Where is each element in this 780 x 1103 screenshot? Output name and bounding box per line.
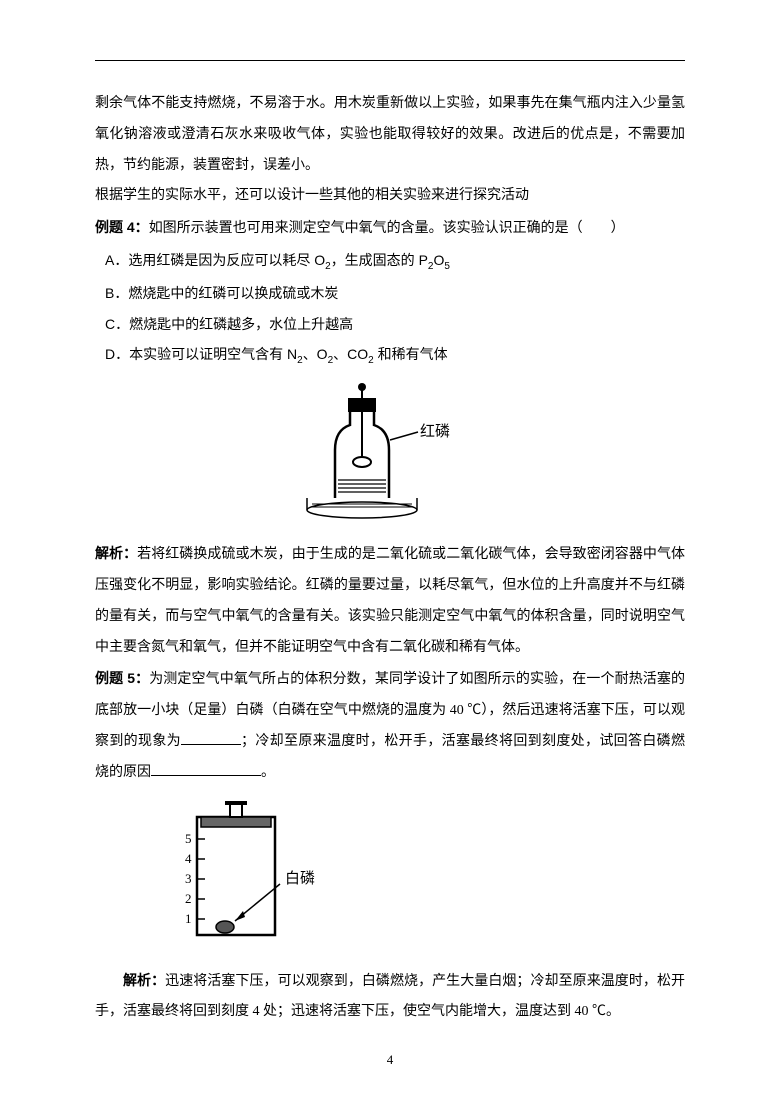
example4-option-a: A．选用红磷是因为反应可以耗尽 O2，生成固态的 P2O5 (95, 245, 685, 278)
optA-t1: 选用红磷是因为反应可以耗尽 O (128, 252, 325, 268)
blank-2 (151, 762, 261, 776)
example4-stem-text: 如图所示装置也可用来测定空气中氧气的含量。该实验认识正确的是（ ） (149, 221, 625, 236)
example4-analysis: 解析：若将红磷换成硫或木炭，由于生成的是二氧化硫或二氧化碳气体，会导致密闭容器中… (95, 538, 685, 663)
tick-5: 5 (185, 831, 192, 846)
fig1-label: 红磷 (420, 423, 450, 440)
example5-label: 例题 5： (95, 670, 149, 686)
example5-figure: 5 4 3 2 1 白磷 (165, 799, 685, 949)
o5-sub: 5 (444, 261, 450, 272)
intro-paragraph-1: 剩余气体不能支持燃烧，不易溶于水。用木炭重新做以上实验，如果事先在集气瓶内注入少… (95, 89, 685, 181)
example4-option-b: B．燃烧匙中的红磷可以换成硫或木炭 (95, 278, 685, 309)
option-letter-d: D． (105, 346, 129, 362)
analysis5-text: 迅速将活塞下压，可以观察到，白磷燃烧，产生大量白烟；冷却至原来温度时，松开手，活… (95, 974, 685, 1020)
option-letter-a: A． (105, 252, 128, 268)
analysis4-label: 解析： (95, 545, 137, 561)
example5-stem: 例题 5：为测定空气中氧气所占的体积分数，某同学设计了如图所示的实验，在一个耐热… (95, 663, 685, 788)
intro-paragraph-2: 根据学生的实际水平，还可以设计一些其他的相关实验来进行探究活动 (95, 181, 685, 212)
tick-3: 3 (185, 871, 192, 886)
analysis4-text: 若将红磷换成硫或木炭，由于生成的是二氧化硫或二氧化碳气体，会导致密闭容器中气体压… (95, 547, 685, 654)
example4-stem: 例题 4：如图所示装置也可用来测定空气中氧气的含量。该实验认识正确的是（ ） (95, 212, 685, 245)
example5-analysis: 解析：迅速将活塞下压，可以观察到，白磷燃烧，产生大量白烟；冷却至原来温度时，松开… (95, 965, 685, 1029)
fig2-label: 白磷 (285, 870, 315, 887)
optA-t2: ，生成固态的 P (331, 252, 428, 268)
optD-t4: 和稀有气体 (374, 346, 448, 362)
example4-figure: 红磷 (95, 380, 685, 520)
page-number: 4 (0, 1046, 780, 1075)
ex5-stem-c: 。 (261, 765, 275, 780)
example4-label: 例题 4： (95, 219, 149, 235)
optD-t2: 、O (303, 346, 328, 362)
example4-option-c: C．燃烧匙中的红磷越多，水位上升越高 (95, 309, 685, 340)
blank-1 (181, 731, 241, 745)
optD-t1: 本实验可以证明空气含有 N (129, 346, 297, 362)
top-rule (95, 60, 685, 61)
option-letter-b: B． (105, 285, 128, 301)
optD-t3: 、CO (333, 346, 368, 362)
example4-option-d: D．本实验可以证明空气含有 N2、O2、CO2 和稀有气体 (95, 339, 685, 372)
optA-t3: O (433, 252, 444, 268)
analysis5-label: 解析： (123, 972, 165, 988)
tick-2: 2 (185, 891, 192, 906)
optB-text: 燃烧匙中的红磷可以换成硫或木炭 (128, 285, 338, 301)
optC-text: 燃烧匙中的红磷越多，水位上升越高 (129, 316, 353, 332)
tick-4: 4 (185, 851, 192, 866)
tick-1: 1 (185, 911, 192, 926)
option-letter-c: C． (105, 316, 129, 332)
